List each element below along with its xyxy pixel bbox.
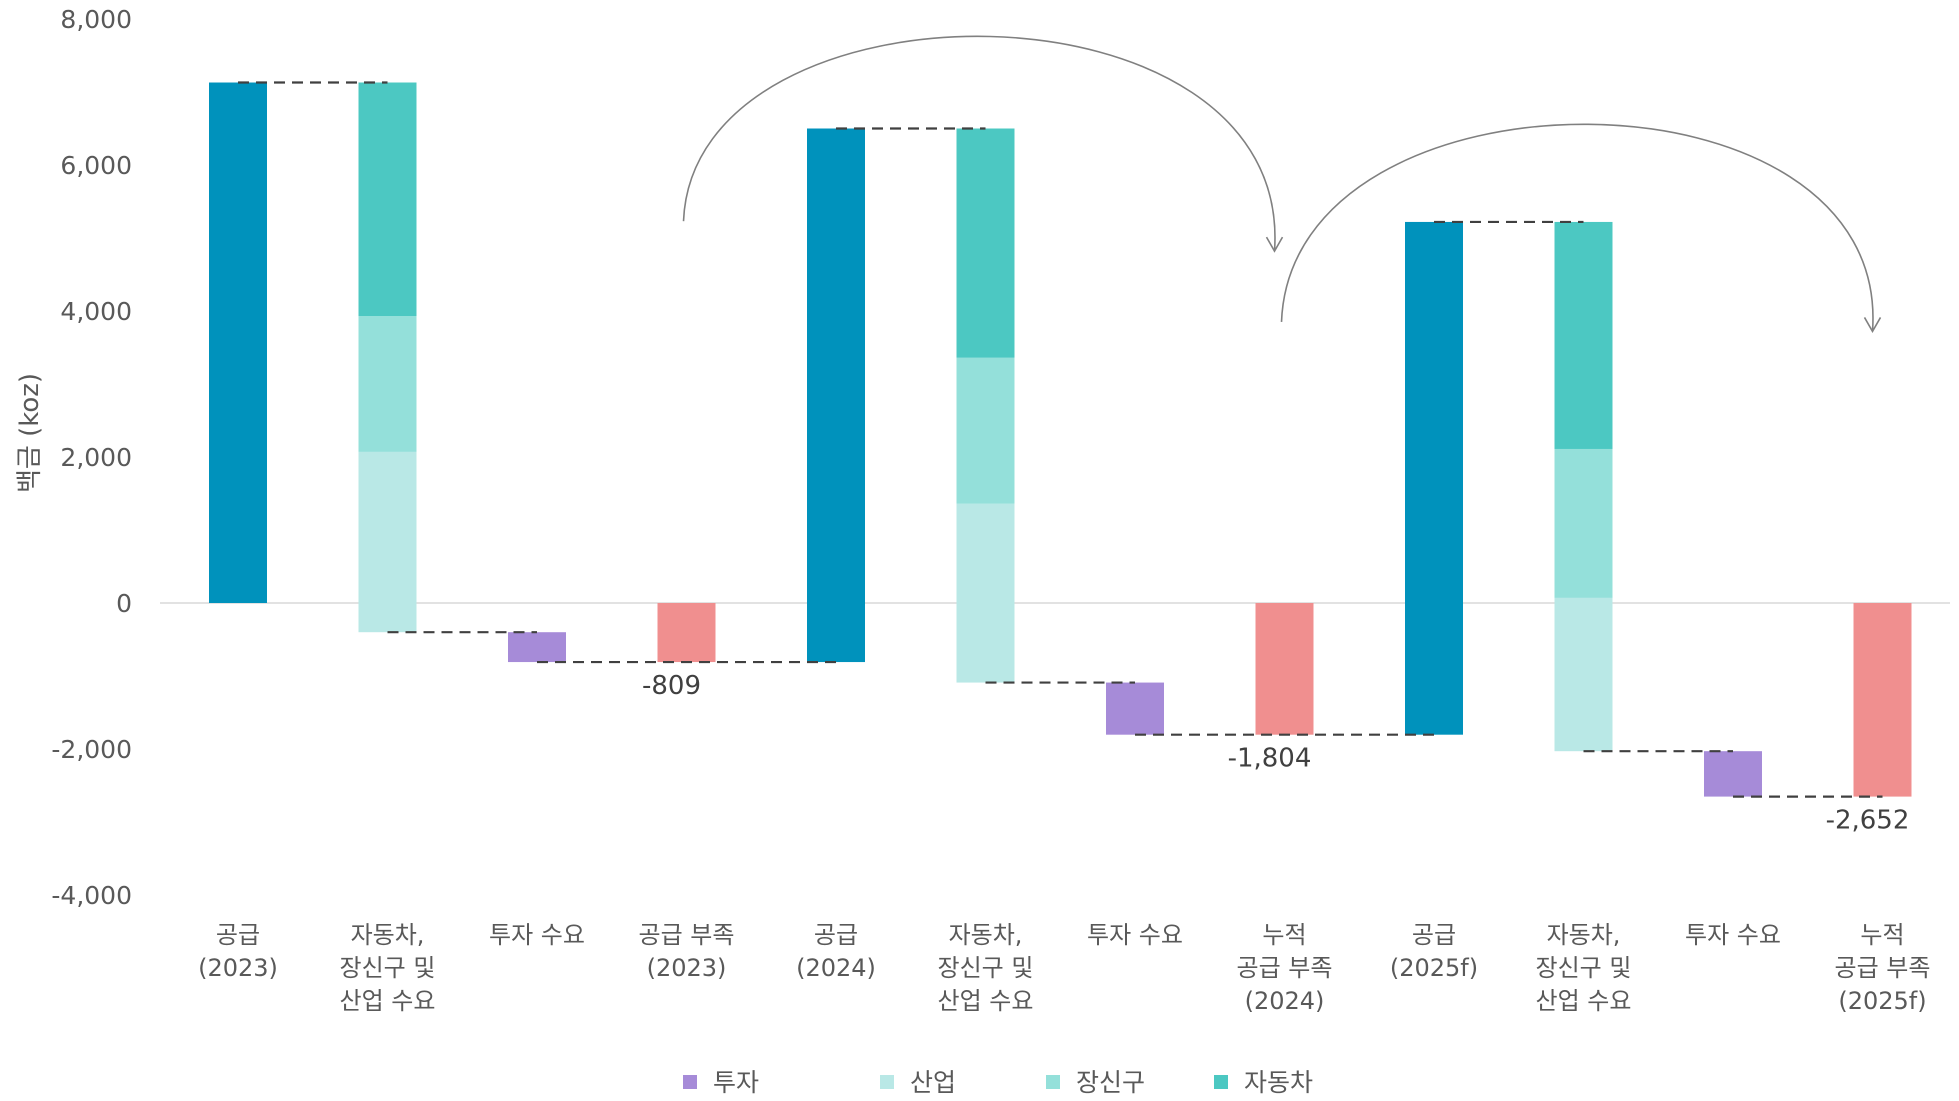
legend-label: 자동차 — [1244, 1068, 1313, 1097]
y-tick-label: -4,000 — [51, 881, 132, 910]
y-tick-label: 6,000 — [60, 151, 132, 180]
category-label: 자동차, 장신구 및 산업 수요 — [938, 921, 1034, 1015]
curved-arrow — [682, 35, 1276, 252]
y-axis-title: 백금 (koz) — [15, 373, 45, 493]
jewelry-segment — [1554, 448, 1613, 598]
legend-swatch — [683, 1075, 697, 1089]
industrial-segment — [956, 503, 1015, 683]
category-label: 자동차, 장신구 및 산업 수요 — [340, 921, 436, 1015]
automotive-segment — [956, 128, 1015, 358]
category-label: 공급 (2025f) — [1390, 921, 1478, 982]
supply-bar — [807, 128, 865, 663]
arrow-head-icon — [1265, 236, 1284, 253]
curved-arrows — [682, 35, 1882, 334]
curved-arrow — [1280, 123, 1874, 332]
y-tick-label: 4,000 — [60, 297, 132, 326]
supply-bar — [209, 82, 267, 603]
data-labels: -809 -1,804 -2,652 — [642, 671, 1909, 836]
investment-bar — [1106, 682, 1164, 735]
category-label: 공급 (2023) — [198, 921, 278, 982]
arrow-head-icon — [1863, 317, 1882, 334]
deficit-value-label: -1,804 — [1228, 744, 1312, 774]
automotive-segment — [358, 82, 417, 317]
y-tick-label: 8,000 — [60, 5, 132, 34]
category-label: 투자 수요 — [1685, 921, 1781, 949]
legend: 투자 산업 장신구 자동차 — [683, 1068, 1313, 1097]
category-labels: 공급 (2023) 자동차, 장신구 및 산업 수요 투자 수요 공급 부족 (2023) 공급… — [198, 921, 1930, 1015]
jewelry-segment — [956, 357, 1015, 504]
y-tick-label: -2,000 — [51, 735, 132, 764]
deficit-value-label: -809 — [642, 671, 701, 701]
category-label: 누적 공급 부족 (2025f) — [1835, 921, 1931, 1015]
connector-lines — [238, 81, 1883, 798]
jewelry-segment — [358, 316, 417, 452]
automotive-segment — [1554, 221, 1613, 449]
legend-label: 장신구 — [1076, 1068, 1145, 1097]
category-label: 공급 부족 (2023) — [639, 921, 735, 982]
legend-swatch — [1214, 1075, 1228, 1089]
investment-bar — [1704, 751, 1762, 797]
category-label: 투자 수요 — [1087, 921, 1183, 949]
category-label: 자동차, 장신구 및 산업 수요 — [1536, 921, 1632, 1015]
deficit-value-label: -2,652 — [1826, 806, 1910, 836]
y-tick-label: 0 — [116, 589, 132, 618]
category-label: 투자 수요 — [489, 921, 585, 949]
deficit-bar — [1853, 603, 1912, 797]
industrial-segment — [1554, 597, 1613, 752]
investment-bar — [508, 632, 566, 663]
category-label: 공급 (2024) — [796, 921, 876, 982]
legend-label: 산업 — [910, 1068, 956, 1097]
bars — [209, 82, 1912, 797]
legend-label: 투자 — [713, 1068, 759, 1097]
legend-swatch — [880, 1075, 894, 1089]
deficit-bar — [657, 603, 716, 663]
supply-bar — [1405, 221, 1463, 735]
y-tick-label: 2,000 — [60, 443, 132, 472]
deficit-bar — [1255, 603, 1314, 735]
category-label: 누적 공급 부족 (2024) — [1237, 921, 1333, 1015]
industrial-segment — [358, 451, 417, 633]
y-axis: -4,000 -2,000 0 2,000 4,000 6,000 8,000 — [51, 5, 132, 910]
legend-swatch — [1046, 1075, 1060, 1089]
